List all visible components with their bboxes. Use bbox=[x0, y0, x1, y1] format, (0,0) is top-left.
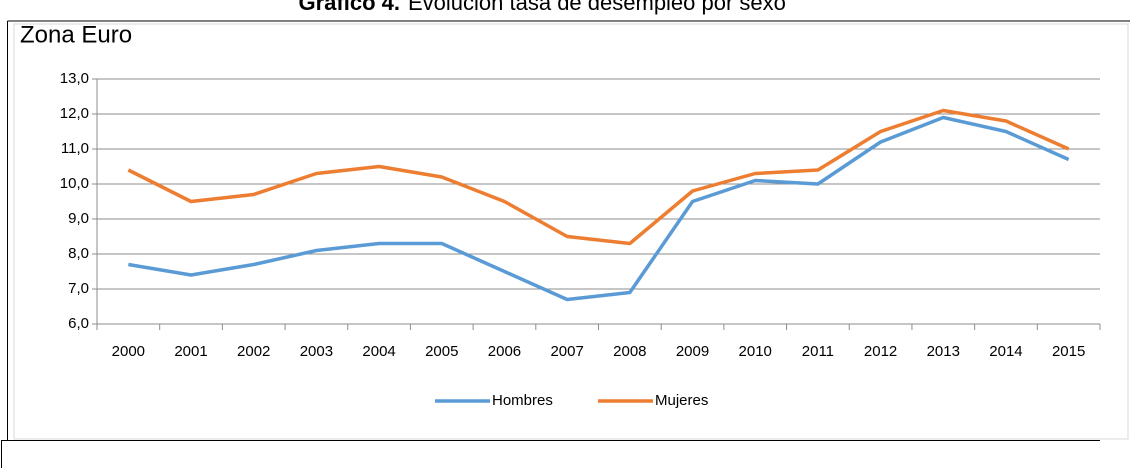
x-tick-label: 2010 bbox=[739, 343, 772, 360]
x-tick-label: 2015 bbox=[1052, 343, 1085, 360]
y-tick-label: 13,0 bbox=[60, 70, 89, 87]
x-tick-label: 2001 bbox=[174, 343, 207, 360]
legend-label: Mujeres bbox=[655, 392, 708, 409]
y-tick-label: 6,0 bbox=[68, 315, 89, 332]
x-tick-label: 2005 bbox=[425, 343, 458, 360]
y-tick-label: 12,0 bbox=[60, 105, 89, 122]
x-tick-label: 2003 bbox=[300, 343, 333, 360]
chart-subtitle: Zona Euro bbox=[20, 21, 132, 48]
x-tick-label: 2009 bbox=[676, 343, 709, 360]
y-tick-label: 11,0 bbox=[61, 140, 89, 157]
x-tick-label: 2008 bbox=[613, 343, 646, 360]
x-tick-label: 2000 bbox=[112, 343, 145, 360]
legend-label: Hombres bbox=[492, 392, 553, 409]
x-tick-label: 2007 bbox=[550, 343, 583, 360]
series-line bbox=[127, 108, 1070, 246]
y-tick-label: 8,0 bbox=[68, 245, 89, 262]
x-tick-label: 2011 bbox=[802, 343, 834, 360]
x-tick-label: 2013 bbox=[927, 343, 960, 360]
chart-title-number: Gráfico 4. bbox=[299, 0, 400, 15]
x-tick-label: 2014 bbox=[989, 343, 1022, 360]
chart-area bbox=[13, 23, 1129, 440]
x-tick-label: 2006 bbox=[488, 343, 521, 360]
y-tick-label: 10,0 bbox=[60, 175, 89, 192]
x-tick-label: 2002 bbox=[237, 343, 270, 360]
y-tick-label: 7,0 bbox=[68, 280, 89, 297]
x-tick-label: 2004 bbox=[362, 343, 395, 360]
series-line bbox=[128, 115, 1070, 302]
chart-title: Evolución tasa de desempleo por sexo bbox=[408, 0, 786, 15]
y-tick-label: 9,0 bbox=[68, 210, 89, 227]
x-tick-label: 2012 bbox=[864, 343, 897, 360]
